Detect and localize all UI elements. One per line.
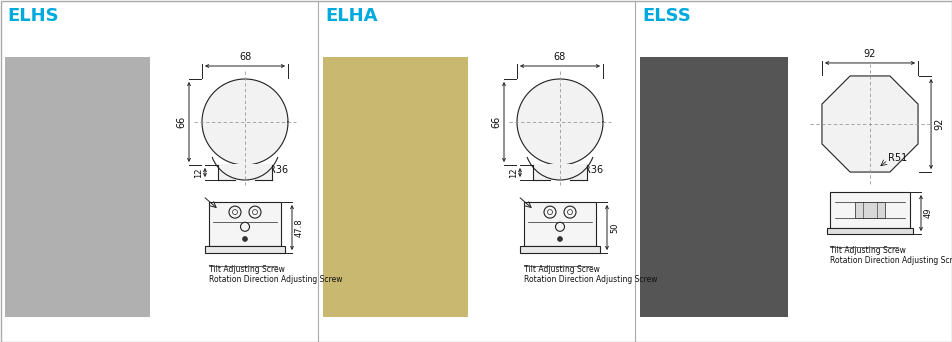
Text: 66: 66 (491, 116, 501, 128)
Text: Tilt Adjusting Screw: Tilt Adjusting Screw (830, 246, 906, 255)
Text: 68: 68 (239, 52, 251, 62)
Text: Rotation Direction Adjusting Screw: Rotation Direction Adjusting Screw (209, 275, 343, 284)
Circle shape (556, 222, 565, 231)
Bar (218, 164, 272, 180)
Bar (855, 202, 885, 218)
Polygon shape (822, 76, 918, 172)
Text: 50: 50 (610, 222, 619, 233)
Circle shape (241, 222, 249, 231)
Bar (533, 164, 587, 180)
Circle shape (249, 206, 261, 218)
Text: Rotation Direction Adjusting Screw: Rotation Direction Adjusting Screw (830, 256, 952, 265)
Text: ELHA: ELHA (325, 7, 378, 25)
Text: R36: R36 (584, 165, 604, 175)
Bar (205, 246, 285, 253)
Circle shape (243, 237, 248, 241)
Text: 66: 66 (176, 116, 186, 128)
Bar (827, 228, 913, 234)
Bar (640, 57, 788, 317)
Circle shape (547, 210, 552, 215)
Polygon shape (517, 79, 603, 165)
Text: 68: 68 (554, 52, 566, 62)
Bar (323, 57, 468, 317)
Text: Rotation Direction Adjusting Screw: Rotation Direction Adjusting Screw (524, 275, 658, 284)
Circle shape (232, 210, 237, 215)
Text: R36: R36 (269, 165, 288, 175)
Bar (520, 246, 600, 253)
Bar (209, 202, 281, 246)
Text: Tilt Adjusting Screw: Tilt Adjusting Screw (524, 265, 600, 274)
Circle shape (252, 210, 257, 215)
Text: 47.8: 47.8 (295, 218, 304, 237)
Text: 92: 92 (863, 49, 876, 59)
Bar (524, 202, 596, 246)
Text: 12: 12 (194, 167, 203, 178)
Circle shape (558, 237, 563, 241)
Polygon shape (202, 79, 288, 165)
Text: 49: 49 (924, 208, 933, 218)
Text: 92: 92 (934, 118, 944, 130)
Text: ELHS: ELHS (7, 7, 59, 25)
Text: Tilt Adjusting Screw: Tilt Adjusting Screw (209, 265, 285, 274)
Text: 12: 12 (509, 167, 518, 178)
Circle shape (564, 206, 576, 218)
Bar (5, 57, 150, 317)
Circle shape (567, 210, 572, 215)
Text: ELSS: ELSS (642, 7, 691, 25)
Text: R51: R51 (888, 153, 907, 163)
Circle shape (544, 206, 556, 218)
Bar (830, 192, 910, 228)
Circle shape (229, 206, 241, 218)
